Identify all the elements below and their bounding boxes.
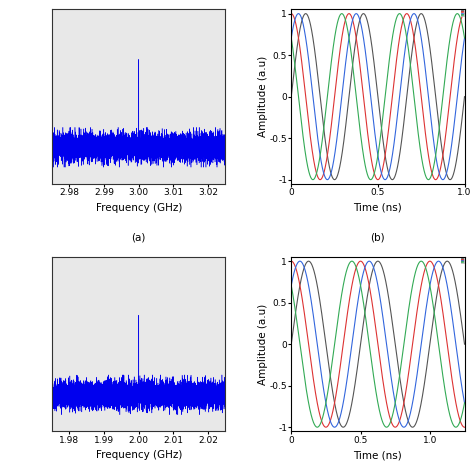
X-axis label: Frequency (GHz): Frequency (GHz) bbox=[96, 450, 182, 460]
Legend: , , , : , , , bbox=[461, 258, 464, 263]
X-axis label: Frequency (GHz): Frequency (GHz) bbox=[96, 202, 182, 212]
Text: (b): (b) bbox=[371, 233, 385, 243]
X-axis label: Time (ns): Time (ns) bbox=[354, 202, 402, 212]
Text: (a): (a) bbox=[132, 233, 146, 243]
Y-axis label: Amplitude (a.u): Amplitude (a.u) bbox=[258, 56, 268, 137]
Y-axis label: Amplitude (a.u): Amplitude (a.u) bbox=[258, 303, 268, 385]
X-axis label: Time (ns): Time (ns) bbox=[354, 450, 402, 460]
Legend: , , , : , , , bbox=[461, 10, 464, 16]
